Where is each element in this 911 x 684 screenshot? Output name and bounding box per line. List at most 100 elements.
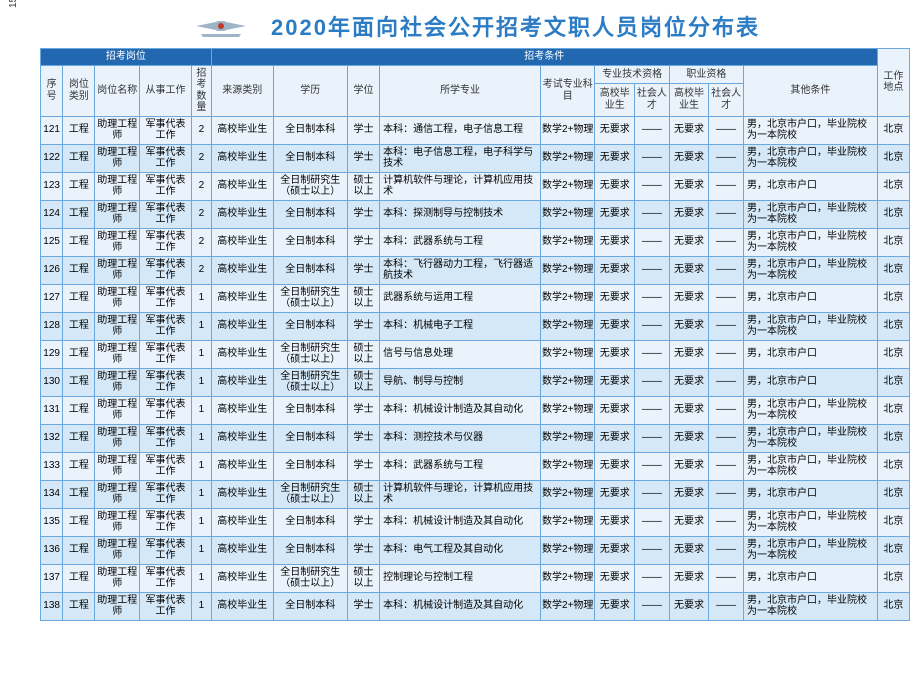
cell-deg: 学士 xyxy=(347,424,379,452)
cell-work: 军事代表工作 xyxy=(139,480,191,508)
cell-major: 计算机软件与理论，计算机应用技术 xyxy=(380,480,541,508)
cell-oq1: 无要求 xyxy=(669,340,709,368)
header: 2020年面向社会公开招考文职人员岗位分布表 xyxy=(20,10,901,42)
cell-deg: 学士 xyxy=(347,256,379,284)
cell-subj: 数学2+物理 xyxy=(541,564,595,592)
cell-loc: 北京 xyxy=(877,396,909,424)
page-number: 15 xyxy=(8,0,19,8)
cell-work: 军事代表工作 xyxy=(139,424,191,452)
cell-seq: 125 xyxy=(41,228,63,256)
cell-other: 男，北京市户口，毕业院校为一本院校 xyxy=(743,508,877,536)
cell-work: 军事代表工作 xyxy=(139,144,191,172)
cell-edu: 全日制本科 xyxy=(273,508,347,536)
cell-subj: 数学2+物理 xyxy=(541,284,595,312)
cell-cat: 工程 xyxy=(63,452,95,480)
cell-pos: 助理工程师 xyxy=(95,172,140,200)
hdr-conditions-group: 招考条件 xyxy=(211,49,877,66)
cell-pos: 助理工程师 xyxy=(95,564,140,592)
cell-pq1: 无要求 xyxy=(595,480,635,508)
cell-src: 高校毕业生 xyxy=(211,284,273,312)
cell-loc: 北京 xyxy=(877,284,909,312)
cell-deg: 硕士以上 xyxy=(347,340,379,368)
cell-work: 军事代表工作 xyxy=(139,564,191,592)
cell-other: 男，北京市户口，毕业院校为一本院校 xyxy=(743,396,877,424)
cell-pos: 助理工程师 xyxy=(95,340,140,368)
cell-src: 高校毕业生 xyxy=(211,256,273,284)
cell-pq1: 无要求 xyxy=(595,396,635,424)
cell-src: 高校毕业生 xyxy=(211,200,273,228)
cell-seq: 129 xyxy=(41,340,63,368)
hdr-other: 其他条件 xyxy=(743,65,877,116)
cell-src: 高校毕业生 xyxy=(211,312,273,340)
cell-subj: 数学2+物理 xyxy=(541,452,595,480)
cell-src: 高校毕业生 xyxy=(211,508,273,536)
cell-pq2: —— xyxy=(635,340,670,368)
cell-pq2: —— xyxy=(635,368,670,396)
cell-oq1: 无要求 xyxy=(669,284,709,312)
cell-major: 本科：探测制导与控制技术 xyxy=(380,200,541,228)
cell-oq2: —— xyxy=(709,144,744,172)
table-row: 132工程助理工程师军事代表工作1高校毕业生全日制本科学士本科：测控技术与仪器数… xyxy=(41,424,910,452)
cell-oq2: —— xyxy=(709,312,744,340)
cell-loc: 北京 xyxy=(877,368,909,396)
cell-seq: 135 xyxy=(41,508,63,536)
cell-pos: 助理工程师 xyxy=(95,312,140,340)
cell-deg: 学士 xyxy=(347,144,379,172)
cell-seq: 136 xyxy=(41,536,63,564)
cell-subj: 数学2+物理 xyxy=(541,592,595,620)
cell-other: 男，北京市户口 xyxy=(743,564,877,592)
cell-oq1: 无要求 xyxy=(669,256,709,284)
cell-pq1: 无要求 xyxy=(595,200,635,228)
cell-subj: 数学2+物理 xyxy=(541,536,595,564)
cell-pq1: 无要求 xyxy=(595,452,635,480)
cell-pos: 助理工程师 xyxy=(95,200,140,228)
cell-pq2: —— xyxy=(635,424,670,452)
cell-edu: 全日制研究生（硕士以上） xyxy=(273,284,347,312)
cell-oq1: 无要求 xyxy=(669,564,709,592)
cell-major: 本科：机械设计制造及其自动化 xyxy=(380,508,541,536)
cell-oq2: —— xyxy=(709,368,744,396)
hdr-seq: 序号 xyxy=(41,65,63,116)
cell-seq: 133 xyxy=(41,452,63,480)
hdr-prof-qual: 专业技术资格 xyxy=(595,65,669,84)
cell-cat: 工程 xyxy=(63,340,95,368)
hdr-positions-group: 招考岗位 xyxy=(41,49,212,66)
cell-deg: 学士 xyxy=(347,200,379,228)
cell-oq1: 无要求 xyxy=(669,144,709,172)
cell-work: 军事代表工作 xyxy=(139,228,191,256)
cell-major: 武器系统与运用工程 xyxy=(380,284,541,312)
cell-pq2: —— xyxy=(635,256,670,284)
hdr-position: 岗位名称 xyxy=(95,65,140,116)
cell-other: 男，北京市户口，毕业院校为一本院校 xyxy=(743,200,877,228)
hdr-count: 招考数量 xyxy=(191,65,211,116)
cell-oq2: —— xyxy=(709,228,744,256)
cell-src: 高校毕业生 xyxy=(211,396,273,424)
cell-other: 男，北京市户口，毕业院校为一本院校 xyxy=(743,144,877,172)
cell-major: 本科：武器系统与工程 xyxy=(380,452,541,480)
cell-pos: 助理工程师 xyxy=(95,228,140,256)
cell-subj: 数学2+物理 xyxy=(541,368,595,396)
cell-seq: 123 xyxy=(41,172,63,200)
cell-loc: 北京 xyxy=(877,256,909,284)
cell-cat: 工程 xyxy=(63,564,95,592)
cell-cat: 工程 xyxy=(63,312,95,340)
cell-pq1: 无要求 xyxy=(595,340,635,368)
cell-subj: 数学2+物理 xyxy=(541,256,595,284)
table-row: 136工程助理工程师军事代表工作1高校毕业生全日制本科学士本科：电气工程及其自动… xyxy=(41,536,910,564)
cell-deg: 硕士以上 xyxy=(347,564,379,592)
cell-deg: 硕士以上 xyxy=(347,284,379,312)
cell-pq2: —— xyxy=(635,312,670,340)
table-header: 招考岗位 招考条件 工作地点 序号 岗位类别 岗位名称 从事工作 招考数量 来源… xyxy=(41,49,910,117)
cell-num: 2 xyxy=(191,228,211,256)
cell-edu: 全日制本科 xyxy=(273,144,347,172)
cell-num: 1 xyxy=(191,284,211,312)
cell-work: 军事代表工作 xyxy=(139,368,191,396)
cell-deg: 学士 xyxy=(347,396,379,424)
cell-edu: 全日制本科 xyxy=(273,396,347,424)
hdr-location: 工作地点 xyxy=(877,49,909,117)
cell-subj: 数学2+物理 xyxy=(541,228,595,256)
cell-edu: 全日制本科 xyxy=(273,592,347,620)
cell-loc: 北京 xyxy=(877,424,909,452)
hdr-degree: 学位 xyxy=(347,65,379,116)
cell-pq2: —— xyxy=(635,116,670,144)
